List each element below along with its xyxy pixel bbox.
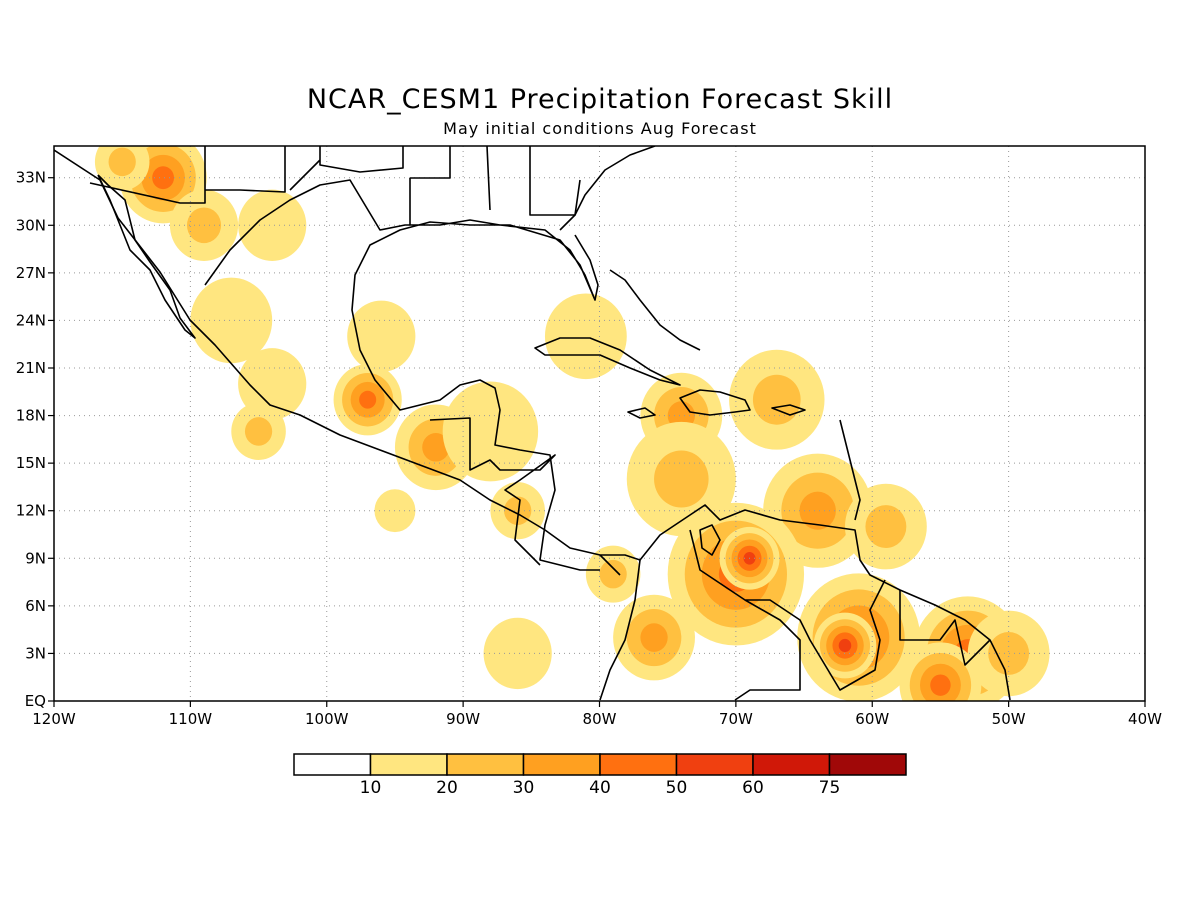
lat-tick-label: 3N xyxy=(25,644,46,662)
skill-contour xyxy=(930,674,951,696)
colorbar-label: 20 xyxy=(436,778,458,798)
south-america-borders xyxy=(689,529,991,701)
colorbar-swatch xyxy=(293,753,372,776)
colorbar-label: 50 xyxy=(666,778,688,798)
south-america-coastline xyxy=(639,504,1011,701)
skill-contour xyxy=(238,189,307,261)
lat-tick-label: EQ xyxy=(25,692,46,710)
skill-contour xyxy=(988,632,1030,675)
colorbar-swatch xyxy=(752,753,831,776)
maracaibo-coastline xyxy=(699,524,721,556)
lon-tick-label: 90W xyxy=(446,710,480,728)
lat-tick-label: 24N xyxy=(16,311,46,329)
colorbar-label: 10 xyxy=(360,778,382,798)
skill-contour xyxy=(599,559,627,589)
lat-tick-label: 18N xyxy=(16,407,46,425)
map-subtitle: May initial conditions Aug Forecast xyxy=(443,119,757,138)
lon-tick-label: 80W xyxy=(583,710,617,728)
colorbar-label: 75 xyxy=(819,778,841,798)
lat-tick-label: 21N xyxy=(16,359,46,377)
lon-tick-label: 70W xyxy=(719,710,753,728)
skill-contour xyxy=(359,390,377,409)
lon-tick-label: 40W xyxy=(1128,710,1162,728)
skill-contour xyxy=(244,417,273,446)
lat-tick-label: 33N xyxy=(16,169,46,187)
colorbar-label: 40 xyxy=(589,778,611,798)
lon-tick-label: 50W xyxy=(992,710,1026,728)
lesser-antilles xyxy=(839,419,861,521)
skill-contour xyxy=(865,505,907,548)
lon-tick-label: 110W xyxy=(169,710,213,728)
baja-coastline xyxy=(97,174,196,339)
skill-contour xyxy=(152,166,175,190)
colorbar-label: 30 xyxy=(513,778,535,798)
skill-contour xyxy=(838,638,852,653)
colorbar-swatch xyxy=(675,753,754,776)
skill-contour xyxy=(442,381,539,482)
lon-tick-label: 100W xyxy=(305,710,349,728)
lon-tick-label: 120W xyxy=(32,710,76,728)
colorbar-swatch xyxy=(599,753,678,776)
skill-contour xyxy=(640,623,668,652)
puerto-rico-coastline xyxy=(771,404,806,416)
lat-tick-label: 6N xyxy=(25,597,46,615)
jamaica-coastline xyxy=(627,407,656,419)
skill-contour xyxy=(422,433,450,462)
lat-tick-label: 30N xyxy=(16,216,46,234)
skill-contour xyxy=(483,617,552,690)
skill-contour xyxy=(752,374,801,425)
florida-keys xyxy=(609,269,701,351)
lon-tick-label: 60W xyxy=(855,710,889,728)
colorbar-swatch xyxy=(369,753,448,776)
pacific-coastline xyxy=(54,149,641,701)
lat-tick-label: 27N xyxy=(16,264,46,282)
central-america-borders xyxy=(429,417,621,576)
skill-contour xyxy=(799,491,836,530)
skill-field xyxy=(94,146,1050,701)
colorbar-swatch xyxy=(828,753,907,776)
colorbar: 10 20 30 40 50 60 75 xyxy=(293,753,907,798)
coastlines xyxy=(54,146,1011,701)
colorbar-swatch xyxy=(446,753,525,776)
florida-coastline xyxy=(559,146,656,301)
skill-contour xyxy=(544,293,627,380)
us-mexico-border xyxy=(89,146,581,225)
colorbar-swatch xyxy=(522,753,601,776)
map-title: NCAR_CESM1 Precipitation Forecast Skill xyxy=(306,84,894,115)
gulf-coastline xyxy=(204,179,600,571)
hispaniola-coastline xyxy=(679,389,751,416)
lat-tick-label: 9N xyxy=(25,549,46,567)
lat-tick-label: 12N xyxy=(16,502,46,520)
lat-tick-label: 15N xyxy=(16,454,46,472)
cuba-coastline xyxy=(534,337,681,386)
skill-contour xyxy=(347,300,416,372)
skill-contour xyxy=(108,147,136,177)
skill-contour xyxy=(238,348,307,420)
axis-ticks: 120W 110W 100W 90W 80W 70W 60W 50W 40W EQ 3N 6N 9N 12… xyxy=(16,169,1162,728)
skill-contour xyxy=(654,450,709,508)
colorbar-label: 60 xyxy=(742,778,764,798)
